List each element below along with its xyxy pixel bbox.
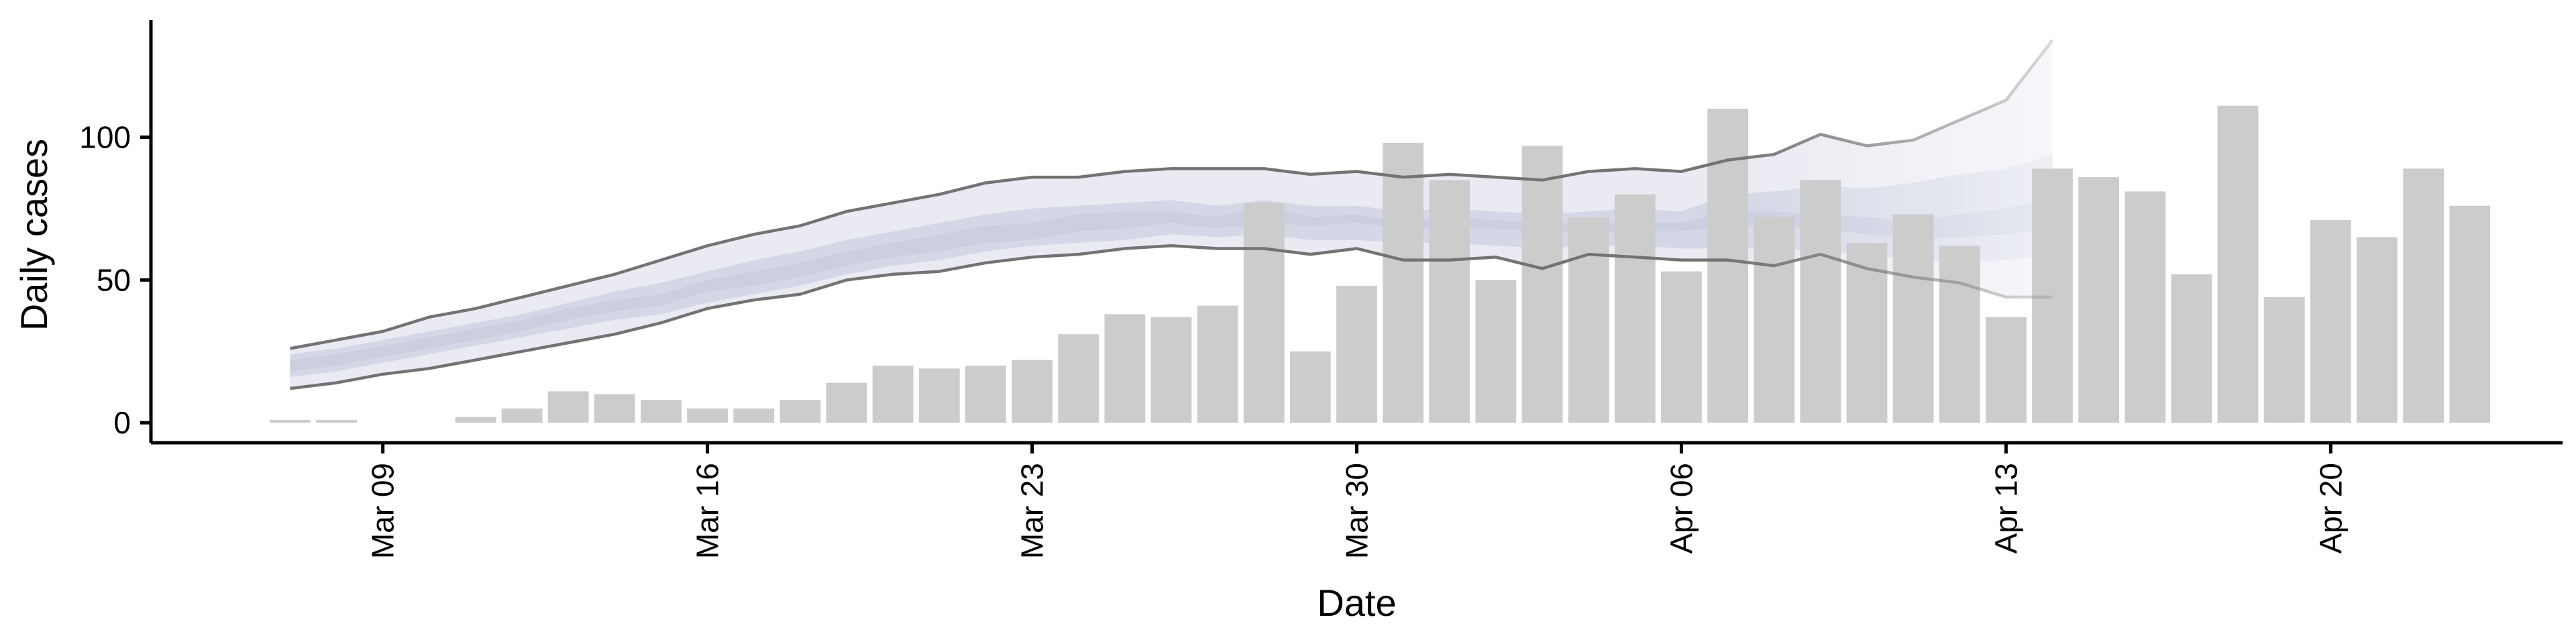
bar-2020-04-06 xyxy=(1661,271,1702,423)
bar-2020-04-08 xyxy=(1754,217,1795,423)
bar-2020-04-13 xyxy=(1986,317,2027,423)
bar-2020-03-22 xyxy=(965,366,1006,423)
bar-2020-04-15 xyxy=(2078,177,2119,423)
bar-2020-04-11 xyxy=(1892,214,1934,423)
daily-case-bars xyxy=(270,105,2491,423)
bar-2020-03-13 xyxy=(547,391,589,423)
lower-interval-line xyxy=(290,244,2053,390)
x-tick-label-2020-04-20: Apr 20 xyxy=(2313,463,2348,554)
bar-2020-03-16 xyxy=(687,408,728,423)
bar-2020-03-18 xyxy=(780,400,821,423)
x-tick-label-2020-04-06: Apr 06 xyxy=(1664,463,1699,554)
bar-2020-04-01 xyxy=(1429,180,1470,423)
axis-ticks: 0 50 100 Mar 09 Mar 16 Mar 23 Mar 30 Apr 06 Apr … xyxy=(79,120,2348,559)
bar-2020-04-21 xyxy=(2357,237,2398,423)
estimate-bands xyxy=(290,40,2053,389)
bar-2020-03-17 xyxy=(733,408,775,423)
bar-2020-03-20 xyxy=(872,366,914,423)
bar-2020-03-30 xyxy=(1336,285,1377,423)
bar-2020-03-25 xyxy=(1104,314,1146,423)
bar-2020-03-21 xyxy=(918,368,960,423)
bar-2020-03-08 xyxy=(316,419,357,423)
bar-2020-03-24 xyxy=(1058,334,1099,423)
bar-2020-04-19 xyxy=(2263,297,2305,423)
bar-2020-04-10 xyxy=(1846,243,1888,423)
bar-2020-04-12 xyxy=(1939,246,1980,423)
bar-2020-04-09 xyxy=(1800,180,1841,423)
y-tick-label-50: 50 xyxy=(97,262,131,297)
x-tick-label-2020-03-23: Mar 23 xyxy=(1015,463,1050,559)
bar-2020-04-07 xyxy=(1707,109,1748,423)
bar-2020-03-11 xyxy=(455,417,496,423)
bar-2020-04-23 xyxy=(2449,205,2491,423)
bar-2020-04-05 xyxy=(1614,194,1656,423)
bar-2020-03-31 xyxy=(1383,143,1424,423)
bar-2020-03-27 xyxy=(1197,305,1238,423)
y-tick-label-100: 100 xyxy=(79,120,131,155)
bar-2020-03-29 xyxy=(1289,351,1331,423)
bar-2020-04-20 xyxy=(2310,220,2351,423)
bar-2020-03-19 xyxy=(826,382,867,423)
y-tick-label-0: 0 xyxy=(113,405,131,440)
x-tick-label-2020-03-30: Mar 30 xyxy=(1340,463,1375,559)
bar-2020-03-14 xyxy=(594,394,635,423)
bar-2020-04-16 xyxy=(2125,191,2166,423)
bar-2020-03-07 xyxy=(270,419,311,423)
bar-2020-03-26 xyxy=(1150,317,1192,423)
bar-2020-04-04 xyxy=(1568,217,1609,423)
bar-2020-03-15 xyxy=(641,400,682,423)
bar-2020-04-17 xyxy=(2171,274,2212,423)
bar-2020-04-03 xyxy=(1521,146,1563,423)
x-tick-label-2020-03-16: Mar 16 xyxy=(690,463,725,559)
y-axis-title: Daily cases xyxy=(13,139,55,331)
upper-interval-line xyxy=(289,39,2054,350)
x-tick-label-2020-04-13: Apr 13 xyxy=(1988,463,2023,554)
x-tick-label-2020-03-09: Mar 09 xyxy=(366,463,400,559)
bar-2020-03-12 xyxy=(501,408,543,423)
bar-2020-03-28 xyxy=(1243,203,1285,423)
bar-2020-03-23 xyxy=(1012,360,1053,423)
bar-2020-04-02 xyxy=(1475,280,1517,423)
band-50 xyxy=(290,154,2053,378)
bar-2020-04-22 xyxy=(2403,168,2444,423)
interval-lines xyxy=(289,39,2054,390)
x-axis-title: Date xyxy=(1317,582,1396,624)
bar-2020-04-18 xyxy=(2217,105,2259,423)
